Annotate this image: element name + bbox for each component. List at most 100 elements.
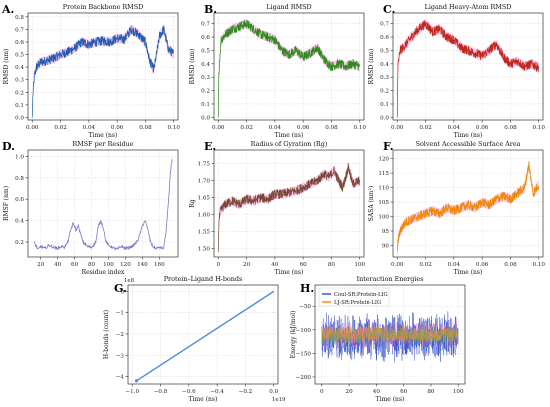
y-tick-label: 1.50 <box>198 247 211 253</box>
y-tick-label: 95 <box>382 229 390 235</box>
panel-f: 0.00 0.02 0.04 0.06 0.08 0.10 90 95 100 105 110 115… <box>368 140 545 276</box>
x-tick-label: 0.10 <box>168 125 181 131</box>
y-tick-label: 120 <box>378 157 389 163</box>
plot-frame <box>392 12 544 121</box>
x-tick-label: 0.06 <box>297 125 310 131</box>
series-line <box>217 19 361 118</box>
y-tick-label: 0.0 <box>380 115 389 121</box>
y-tick-label: 0.2 <box>201 89 210 95</box>
plot-area <box>321 311 459 363</box>
x-axis-label: Time (ns) <box>454 132 483 139</box>
x-tick-label: 0 <box>216 262 220 268</box>
x-axis-label: Time (ns) <box>275 132 304 139</box>
panel-label: D. <box>2 140 15 153</box>
x-tick-label: 0.10 <box>533 125 546 131</box>
panel-h: 0 20 40 60 80 100 −200 −150 −100 −50 Interaction E… <box>290 275 466 403</box>
chart-title: Interaction Energies <box>357 275 424 283</box>
x-tick-label: 80 <box>88 262 96 268</box>
x-tick-label: 60 <box>400 389 408 395</box>
y-tick-label: 0.6 <box>15 197 24 203</box>
y-tick-label: 0.2 <box>380 89 389 95</box>
x-axis-label: Time (ns) <box>89 132 118 139</box>
y-tick-label: 0.3 <box>201 75 210 81</box>
y-axis-label: Rg <box>189 199 196 208</box>
y-tick-label: 0.8 <box>15 15 24 21</box>
panel-label: E. <box>204 140 216 153</box>
plot-area <box>396 161 540 257</box>
x-axis-label: Time (ns) <box>189 396 218 403</box>
x-tick-label: 60 <box>71 262 79 268</box>
series-line <box>31 25 175 118</box>
y-tick-label: −150 <box>296 351 312 357</box>
x-tick-label: 20 <box>346 389 354 395</box>
y-tick-label: −200 <box>296 375 312 381</box>
error-band <box>218 163 360 257</box>
x-tick-label: 0.08 <box>325 125 338 131</box>
x-tick-label: 0.08 <box>504 262 517 268</box>
chart-title: Protein Backbone RMSD <box>63 3 143 11</box>
series-line <box>136 290 275 382</box>
y-tick-label: 110 <box>378 186 389 192</box>
error-band <box>397 161 539 257</box>
y-tick-label: 1.55 <box>198 230 211 236</box>
y-tick-label: 1.75 <box>198 162 211 168</box>
chart-title: RMSF per Residue <box>72 140 133 148</box>
panel-b: 0.00 0.02 0.04 0.06 0.08 0.10 0.0 0.1 0.2 0.3 0.4 0… <box>189 3 366 139</box>
legend-label: Coul-SR:Protein-LIG <box>334 292 388 298</box>
chart-title: Ligand Heavy-Atom RMSD <box>425 3 512 11</box>
y-tick-label: 1.65 <box>198 196 211 202</box>
chart-title: Ligand RMSD <box>266 3 311 11</box>
y-tick-label: −3 <box>116 353 125 359</box>
x-tick-label: 0.00 <box>26 125 39 131</box>
panel-a: 0.00 0.02 0.04 0.06 0.08 0.10 0.0 0.1 0.2 0.3 0.4 0… <box>1 3 180 139</box>
x-tick-label: 160 <box>154 262 165 268</box>
x-tick-label: 0 <box>320 389 324 395</box>
x-tick-label: −1.0 <box>125 389 139 395</box>
x-tick-label: 0.10 <box>533 262 546 268</box>
panel-label: A. <box>1 3 14 16</box>
plot-area <box>217 18 361 120</box>
y-tick-label: 90 <box>382 243 390 249</box>
chart-title: Protein–Ligand H-bonds <box>164 275 243 283</box>
x-tick-label: 0.02 <box>54 125 67 131</box>
x-tick-label: 0.06 <box>111 125 124 131</box>
x-tick-label: 0.06 <box>476 125 489 131</box>
y-tick-label: 0.8 <box>15 176 24 182</box>
x-tick-label: 0.04 <box>448 125 461 131</box>
series-line <box>217 162 361 252</box>
y-tick-label: 0.1 <box>380 102 389 108</box>
x-tick-label: 140 <box>137 262 148 268</box>
x-tick-label: 0.04 <box>448 262 461 268</box>
x-tick-label: 80 <box>427 389 435 395</box>
plot-area <box>217 162 361 257</box>
series-line <box>321 326 459 344</box>
x-tick-label: −0.2 <box>239 389 253 395</box>
panel-e: 0 20 40 60 80 100 1.50 1.55 1.60 1.65 1.70 1.75 Radi… <box>189 140 366 276</box>
x-axis-label: Time (ns) <box>275 269 304 276</box>
x-tick-label: 0.02 <box>419 262 432 268</box>
series-line <box>321 320 459 350</box>
plot-area <box>134 290 275 383</box>
x-tick-label: 0.00 <box>391 125 404 131</box>
y-tick-label: 0 <box>120 289 124 295</box>
panel-label: C. <box>383 3 395 16</box>
y-tick-label: 0.2 <box>15 240 24 246</box>
y-axis-label: SASA (nm²) <box>368 186 375 221</box>
legend-label: LJ-SR:Protein-LIG <box>334 300 381 306</box>
y-tick-label: 1.70 <box>198 179 211 185</box>
y-tick-label: 1.0 <box>15 154 24 160</box>
y-tick-label: 100 <box>378 215 389 221</box>
y-tick-label: 0.6 <box>15 40 24 46</box>
plot-frame <box>27 149 179 258</box>
y-tick-label: 115 <box>378 171 389 177</box>
error-band <box>218 18 360 120</box>
y-tick-label: 0.6 <box>201 35 210 41</box>
x-tick-label: 0.02 <box>240 125 253 131</box>
y-tick-label: 0.1 <box>201 102 210 108</box>
x-tick-label: 0.04 <box>83 125 96 131</box>
y-tick-label: 0.6 <box>380 35 389 41</box>
y-tick-label: −50 <box>299 304 311 310</box>
x-tick-label: 0.0 <box>269 389 278 395</box>
y-tick-label: 0.1 <box>15 103 24 109</box>
y-tick-label: 0.4 <box>201 62 210 68</box>
